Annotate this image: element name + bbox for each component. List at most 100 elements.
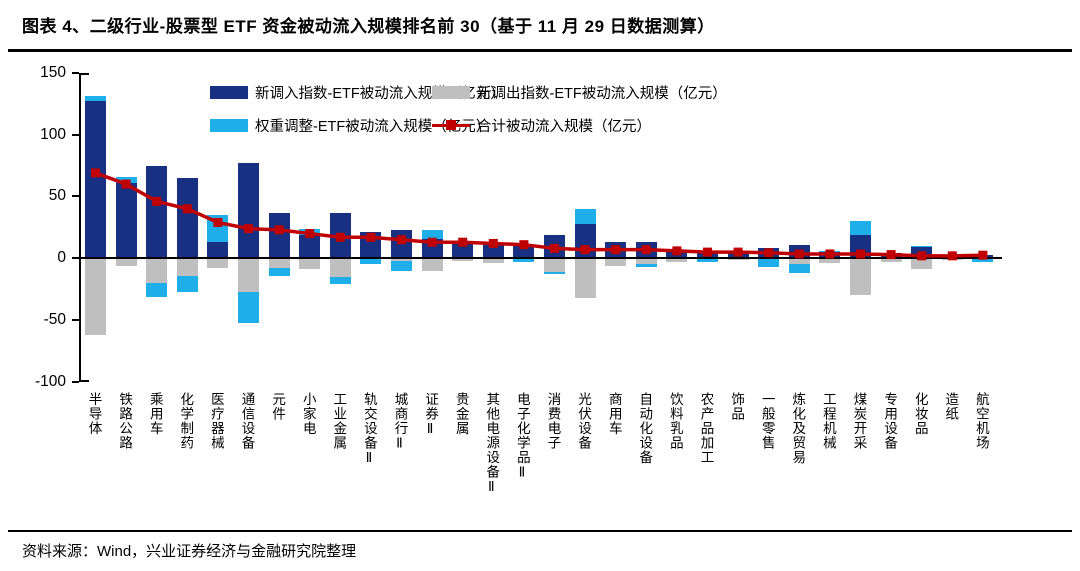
x-axis-label: 消费电子 <box>545 392 561 450</box>
bar-new-out <box>819 258 841 264</box>
bar-new-in <box>605 242 627 259</box>
bar-new-out <box>421 258 443 271</box>
figure-title: 图表 4、二级行业-股票型 ETF 资金被动流入规模排名前 30（基于 11 月… <box>22 17 715 36</box>
x-axis-label: 元件 <box>270 392 286 421</box>
x-axis-label: 通信设备 <box>239 392 255 450</box>
x-axis-label: 医疗器械 <box>208 392 224 450</box>
x-axis-label: 电子化学品Ⅱ <box>514 392 530 482</box>
bar-weight-adjust <box>238 291 259 323</box>
x-axis-label: 自动化设备 <box>637 392 653 465</box>
bar-new-out <box>911 258 933 270</box>
bar-new-out <box>666 258 688 262</box>
bar-new-out <box>788 258 810 265</box>
bar-new-out <box>146 258 168 284</box>
bar-weight-adjust <box>299 228 321 235</box>
bar-new-out <box>850 258 871 296</box>
bar-weight-adjust <box>360 258 382 265</box>
zero-axis-line <box>79 257 1002 260</box>
x-axis-label: 饮料乳品 <box>667 392 683 450</box>
bar-weight-adjust <box>850 221 871 235</box>
bar-weight-adjust <box>421 229 443 239</box>
x-axis-label: 光伏设备 <box>576 392 592 450</box>
bar-new-out <box>115 258 137 266</box>
bar-new-in <box>788 244 810 259</box>
source-note: 资料来源：Wind，兴业证券经济与金融研究院整理 <box>22 543 357 560</box>
bar-weight-adjust <box>85 96 106 102</box>
bar-weight-adjust <box>513 258 535 262</box>
y-axis-tick <box>72 71 79 74</box>
bar-weight-adjust <box>697 258 718 262</box>
y-axis-tick-label: -50 <box>43 311 66 329</box>
x-axis-label: 贵金属 <box>453 392 469 436</box>
x-axis-label: 造纸 <box>943 392 959 421</box>
bar-new-in <box>544 234 565 259</box>
x-axis-label: 工业金属 <box>331 392 347 450</box>
bar-weight-adjust <box>115 176 137 183</box>
bar-new-in <box>268 212 290 259</box>
bar-new-out <box>299 258 321 270</box>
x-axis-label: 证券Ⅱ <box>423 392 439 438</box>
x-axis-label: 轨交设备Ⅱ <box>361 392 377 467</box>
bar-new-in <box>452 242 474 259</box>
bar-new-in <box>421 238 443 259</box>
x-axis-label: 化学制药 <box>178 392 194 450</box>
bar-weight-adjust <box>758 258 780 267</box>
bar-new-in <box>176 177 198 259</box>
bar-weight-adjust <box>268 268 290 276</box>
bar-weight-adjust <box>972 258 994 262</box>
bar-new-in <box>360 232 382 259</box>
bar-new-in <box>635 242 657 259</box>
legend-swatch-cyan <box>210 118 248 132</box>
bar-new-in <box>238 163 259 259</box>
y-axis-tick <box>72 133 79 136</box>
x-axis-label: 小家电 <box>300 392 316 436</box>
bar-weight-adjust <box>819 250 841 253</box>
title-divider <box>8 49 1072 52</box>
x-axis-label: 铁路公路 <box>117 392 133 450</box>
bar-new-out <box>391 258 412 261</box>
y-axis-tick <box>72 319 79 322</box>
bar-new-out <box>482 258 504 264</box>
y-axis-line <box>79 72 81 383</box>
x-axis-label: 半导体 <box>86 392 102 436</box>
y-axis-tick <box>72 381 79 384</box>
bar-weight-adjust <box>574 208 596 224</box>
bar-new-out <box>605 258 627 266</box>
y-axis-tick-label: 0 <box>57 249 66 267</box>
legend-swatch-gray <box>432 85 470 99</box>
x-axis-label: 商用车 <box>606 392 622 436</box>
legend-item-weight-adjust: 权重调整-ETF被动流入规模（亿元） <box>210 117 490 135</box>
bar-new-out <box>268 258 290 269</box>
bar-weight-adjust <box>329 276 351 285</box>
x-axis-label: 城商行Ⅱ <box>392 392 408 453</box>
y-axis-cap <box>79 380 89 383</box>
x-axis-label: 专用设备 <box>882 392 898 450</box>
bar-new-out <box>574 258 596 298</box>
y-axis-tick-label: 100 <box>40 125 66 143</box>
legend-item-total: 合计被动流入规模（亿元） <box>432 117 651 135</box>
bar-new-out <box>329 258 351 277</box>
bar-new-in <box>850 234 871 259</box>
bar-weight-adjust <box>207 214 229 243</box>
legend-label-new-out: 新调出指数-ETF被动流入规模（亿元） <box>477 85 727 102</box>
bar-new-in <box>482 243 504 259</box>
bar-weight-adjust <box>176 275 198 292</box>
bar-new-in <box>115 182 137 259</box>
y-axis-tick-label: -100 <box>34 373 66 391</box>
legend-swatch-red-line <box>432 119 470 132</box>
bar-new-in <box>85 101 106 259</box>
bar-new-in <box>391 229 412 259</box>
x-axis-label: 化妆品 <box>912 392 928 436</box>
legend-label-total: 合计被动流入规模（亿元） <box>477 118 651 135</box>
bar-new-in <box>574 223 596 259</box>
bar-new-in <box>146 165 168 259</box>
x-axis-label: 其他电源设备Ⅱ <box>484 392 500 496</box>
bar-weight-adjust <box>391 260 412 271</box>
bar-new-in <box>329 212 351 259</box>
bar-new-out <box>85 258 106 335</box>
bar-new-out <box>176 258 198 276</box>
x-axis-label: 饰品 <box>729 392 745 421</box>
bar-new-out <box>238 258 259 292</box>
